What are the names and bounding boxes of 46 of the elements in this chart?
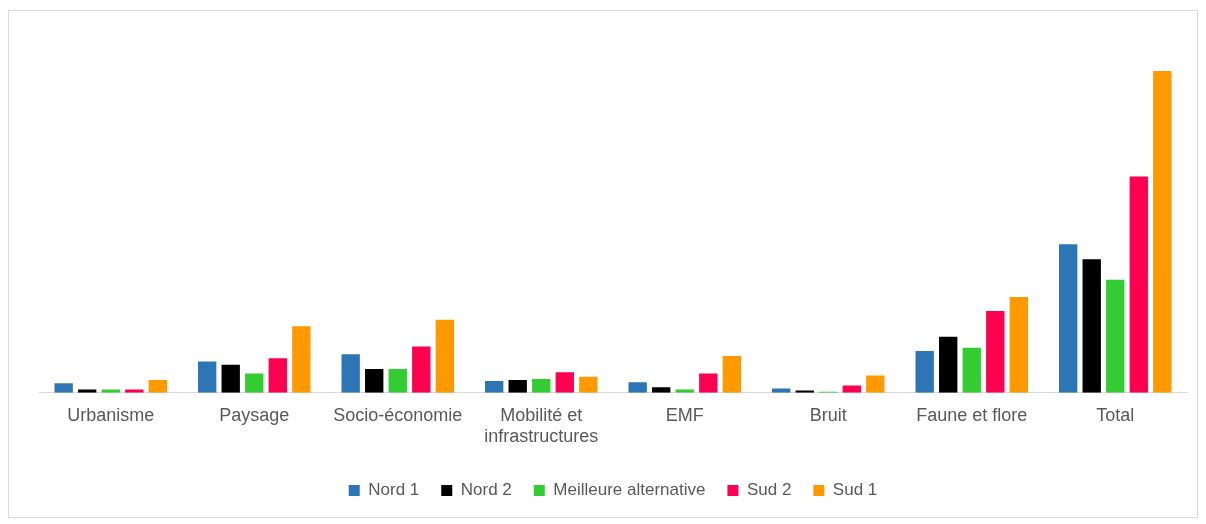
bar [341,354,360,393]
bar [1009,296,1028,393]
bar [652,387,671,393]
bar [365,368,384,393]
bar [435,319,454,393]
bar [866,375,885,393]
bar [221,364,240,393]
legend-label: Sud 1 [832,480,878,500]
legend-label: Sud 2 [746,480,792,500]
bar [1082,259,1101,393]
bar [1129,176,1148,393]
bar [579,376,598,393]
bar [986,311,1005,393]
x-tick-label: Total [1096,404,1135,425]
bar [245,373,264,393]
bar [939,336,958,393]
bar [268,358,287,393]
x-tick-label: Bruit [809,404,847,425]
bar [508,379,527,393]
bar [1106,279,1125,393]
x-tick-label: EMF [665,404,704,425]
legend-label: Meilleure alternative [553,480,706,500]
bar [842,385,861,393]
bar [485,380,504,393]
bar [555,372,574,393]
bar [292,326,311,393]
bar [1153,71,1172,393]
bar [412,346,431,393]
bar [962,347,981,393]
x-tick-label: Faune et flore [916,404,1028,425]
legend-label: Nord 2 [460,480,512,500]
bar [699,373,718,393]
x-tick-label: Paysage [219,404,290,425]
bar [915,350,934,393]
bar [1059,244,1078,393]
bar [54,383,73,393]
x-tick-label: Urbanisme [67,404,155,425]
x-tick-label: Socio-économie [333,404,463,425]
bar [198,361,217,393]
bar [148,379,167,393]
bar [722,356,741,393]
x-tick-label: Mobilité et infrastructures [484,404,599,447]
legend-label: Nord 1 [368,480,420,500]
bar [388,368,407,393]
bar [532,378,551,393]
bar [628,382,647,393]
